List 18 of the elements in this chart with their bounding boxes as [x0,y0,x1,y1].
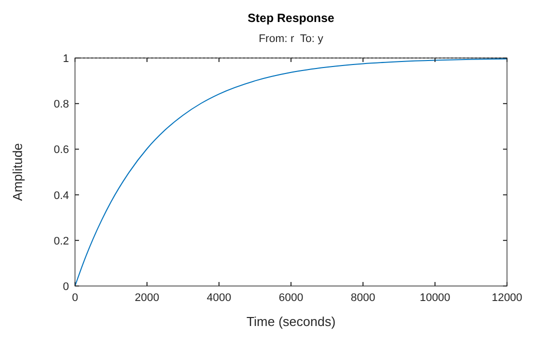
x-tick-label: 6000 [278,292,304,304]
y-tick-label: 0.6 [54,144,69,156]
x-tick-label: 10000 [420,292,450,304]
x-tick-label: 12000 [492,292,522,304]
y-axis-title: Amplitude [10,143,25,201]
y-tick-label: 0 [62,281,69,293]
chart-subtitle: From: r To: y [258,33,324,45]
chart-title: Step Response [248,11,335,25]
y-tick-label: 0.8 [54,98,69,111]
x-axis-title: Time (seconds) [246,314,336,329]
y-tick-label: 0.2 [54,235,69,248]
x-tick-label: 4000 [206,292,232,304]
x-tick-label: 2000 [134,292,160,304]
y-tick-label: 0.4 [54,190,69,202]
line-series [74,58,508,286]
x-tick-label: 0 [72,292,78,304]
x-tick-label: 8000 [350,292,376,304]
y-tick-label: 1 [62,53,69,65]
